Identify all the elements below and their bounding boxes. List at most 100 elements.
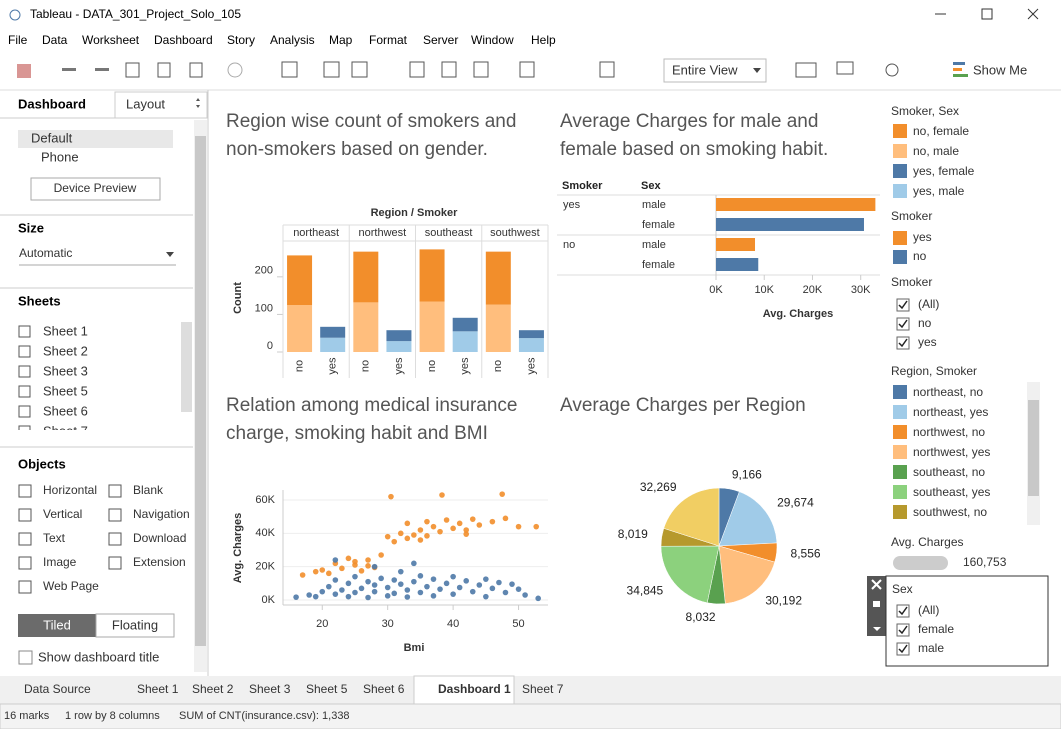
- filter-item[interactable]: no: [918, 316, 932, 330]
- side-tab[interactable]: Dashboard: [18, 96, 86, 111]
- scatter-point: [411, 532, 417, 538]
- sheet-item[interactable]: Sheet 3: [43, 363, 88, 378]
- object-item[interactable]: Horizontal: [43, 483, 97, 497]
- scatter-point: [443, 517, 450, 523]
- menu-item[interactable]: Worksheet: [82, 33, 140, 47]
- scatter-point: [397, 568, 404, 575]
- legend-item[interactable]: southeast, no: [913, 465, 985, 479]
- sheet-item[interactable]: Sheet 6: [43, 403, 88, 418]
- menu-item[interactable]: Map: [329, 33, 353, 47]
- legend-item[interactable]: yes, male: [913, 184, 965, 198]
- row-header: Sex: [641, 180, 661, 192]
- object-item[interactable]: Extension: [133, 555, 186, 569]
- legend-title: Avg. Charges: [891, 535, 964, 549]
- sheet-tab[interactable]: Sheet 2: [192, 682, 234, 696]
- pie-slice: [718, 491, 778, 547]
- legend-item[interactable]: southeast, yes: [913, 485, 990, 499]
- show-title-checkbox[interactable]: Show dashboard title: [38, 649, 159, 664]
- sheet-tab[interactable]: Dashboard 1: [438, 682, 511, 696]
- scatter-point: [483, 593, 489, 600]
- legend-swatch: [893, 405, 907, 419]
- side-tab[interactable]: Layout: [126, 96, 165, 111]
- x-tick-label: yes: [459, 357, 471, 375]
- device-option[interactable]: Default: [31, 130, 73, 145]
- object-icon: [18, 580, 32, 594]
- bar: [716, 258, 759, 271]
- object-item[interactable]: Vertical: [43, 507, 82, 521]
- object-icon: [18, 484, 32, 498]
- sheet-tab[interactable]: Sheet 3: [249, 682, 291, 696]
- menu-item[interactable]: Server: [423, 33, 458, 47]
- legend-item[interactable]: yes: [913, 230, 932, 244]
- menu-item[interactable]: Help: [531, 33, 556, 47]
- object-item[interactable]: Text: [43, 531, 66, 545]
- menu-item[interactable]: Story: [227, 33, 255, 47]
- sheet-tab[interactable]: Sheet 1: [137, 682, 179, 696]
- scatter-point: [469, 588, 476, 595]
- size-dropdown[interactable]: Automatic: [19, 246, 72, 260]
- device-option[interactable]: Phone: [41, 149, 79, 164]
- size-label: 160,753: [963, 555, 1007, 569]
- filter-checkbox-check: [898, 644, 908, 654]
- object-item[interactable]: Web Page: [43, 579, 99, 593]
- legend-item[interactable]: no: [913, 249, 927, 263]
- scatter-point: [326, 583, 332, 590]
- legend-item[interactable]: yes, female: [913, 164, 975, 178]
- scatter-point: [417, 573, 424, 579]
- filter-item[interactable]: yes: [918, 335, 937, 349]
- filter-item[interactable]: male: [918, 641, 944, 655]
- scatter-point: [371, 563, 378, 570]
- scatter-point: [450, 573, 456, 580]
- menu-item[interactable]: Format: [369, 33, 408, 47]
- sheet-tab[interactable]: Sheet 7: [522, 682, 564, 696]
- menu-item[interactable]: File: [8, 33, 28, 47]
- legend-item[interactable]: northwest, yes: [913, 445, 990, 459]
- scatter-point: [384, 593, 391, 599]
- object-item[interactable]: Download: [133, 531, 186, 545]
- scatter-point: [469, 516, 476, 522]
- scatter-point: [424, 583, 430, 590]
- sheet-item[interactable]: Sheet 1: [43, 323, 88, 338]
- scatter-point: [358, 568, 365, 574]
- filter-item[interactable]: (All): [918, 297, 939, 311]
- scatter-point: [437, 528, 443, 535]
- legend-item[interactable]: southwest, no: [913, 505, 987, 519]
- scatter-point: [430, 523, 437, 530]
- fit-dropdown[interactable]: Entire View: [672, 62, 738, 77]
- scatter-point: [522, 592, 528, 598]
- x-tick-label: 0K: [709, 284, 723, 296]
- sheet-tab[interactable]: Sheet 5: [306, 682, 348, 696]
- filter-item[interactable]: (All): [918, 603, 939, 617]
- bar-segment: [518, 338, 544, 352]
- scatter-point: [476, 522, 483, 528]
- floating-button[interactable]: Floating: [112, 617, 158, 632]
- sheet-tab[interactable]: Data Source: [24, 682, 91, 696]
- legend-item[interactable]: no, female: [913, 124, 969, 138]
- menu-item[interactable]: Window: [471, 33, 514, 47]
- data-label: 32,269: [640, 480, 677, 494]
- filter-checkbox-check: [898, 338, 908, 348]
- filter-item[interactable]: female: [918, 622, 954, 636]
- x-tick-label: 30: [382, 618, 394, 630]
- x-tick-label: no: [492, 360, 504, 372]
- show-me-button[interactable]: Show Me: [973, 62, 1027, 77]
- sheet-icon: [18, 325, 31, 338]
- device-preview-button[interactable]: Device Preview: [54, 181, 137, 195]
- legend-item[interactable]: northeast, yes: [913, 405, 988, 419]
- sheet-item[interactable]: Sheet 5: [43, 383, 88, 398]
- object-item[interactable]: Navigation: [133, 507, 190, 521]
- sheet-tab[interactable]: Sheet 6: [363, 682, 405, 696]
- tiled-button[interactable]: Tiled: [43, 617, 71, 632]
- sheet-item[interactable]: Sheet 2: [43, 343, 88, 358]
- data-label: 8,032: [686, 610, 716, 624]
- object-item[interactable]: Image: [43, 555, 77, 569]
- sheet-item[interactable]: Sheet 7: [43, 423, 88, 438]
- object-item[interactable]: Blank: [133, 483, 164, 497]
- legend-item[interactable]: northwest, no: [913, 425, 985, 439]
- legend-item[interactable]: northeast, no: [913, 385, 983, 399]
- menu-item[interactable]: Data: [42, 33, 68, 47]
- menu-item[interactable]: Dashboard: [154, 33, 213, 47]
- legend-item[interactable]: no, male: [913, 144, 959, 158]
- menu-item[interactable]: Analysis: [270, 33, 315, 47]
- scatter-point: [332, 557, 339, 563]
